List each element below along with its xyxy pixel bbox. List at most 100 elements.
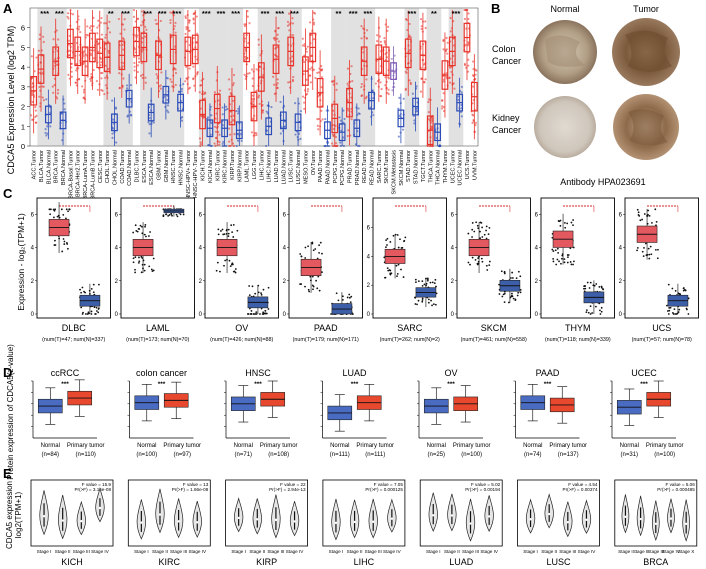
panel-d-sig: ***	[158, 381, 166, 388]
panel-e-stage-label: Stage II	[152, 549, 168, 554]
panel-a-point	[401, 128, 405, 131]
panel-c-plot: 0 2 4 6 OV (num(T)=426; num(N)=88)	[199, 197, 279, 343]
panel-a-point	[228, 140, 231, 143]
panel-e-stage-label: Stage II	[541, 549, 557, 554]
panel-d-plot: ccRCC *** Normal Primary tumor (n=84) (n=110)	[31, 368, 105, 458]
panel-c-point	[649, 245, 652, 248]
panel-c-point	[389, 273, 392, 276]
panel-a-ytick-label: 2	[21, 103, 25, 112]
panel-e-violin-median	[654, 522, 657, 525]
panel-a-point	[299, 137, 302, 141]
panel-c-ytick-label: 0	[451, 312, 455, 318]
panel-a-point	[306, 90, 309, 93]
panel-a-category-label: LGG.Tumor	[252, 150, 258, 179]
panel-c-point	[488, 264, 491, 267]
panel-a-point	[405, 68, 409, 71]
panel-a-significance-mark: ***	[40, 9, 49, 18]
panel-c-point	[148, 235, 150, 237]
panel-c-ytick-label: 0	[31, 312, 35, 318]
panel-a-significance-mark: ***	[261, 9, 270, 18]
panel-d-sig: ***	[447, 381, 455, 388]
panel-a-point	[44, 127, 47, 131]
panel-c-plot: 0 2 4 6 DLBC (num(T)=47; num(N)=337)	[31, 197, 111, 343]
panel-c-point	[666, 304, 668, 307]
panel-a-point	[460, 115, 463, 118]
panel-d-normal-label: Normal	[41, 443, 60, 449]
panel-a-point	[471, 74, 475, 77]
panel-a-point	[347, 84, 350, 87]
panel-a-point	[391, 89, 394, 92]
panel-a-point	[45, 98, 48, 101]
panel-a-point	[273, 92, 276, 95]
panel-d-plot: UCEC *** Normal Primary tumor (n=31) (n=100)	[610, 368, 684, 458]
panel-a-category-label: GBM.Tumor	[157, 150, 163, 180]
panel-a-category-label: COAD.Normal	[127, 150, 133, 186]
panel-c-ytick-label: 2	[619, 279, 623, 285]
panel-e-stage-label: Stage III	[365, 549, 382, 554]
panel-a-point	[364, 97, 367, 100]
panel-a-point	[277, 26, 280, 30]
panel-a-point	[31, 76, 34, 79]
panel-a-point	[30, 55, 33, 58]
panel-c-cancer-name: THYM	[565, 323, 591, 333]
panel-c-point	[95, 310, 98, 312]
panel-a-point	[314, 76, 317, 80]
panel-a-point	[144, 25, 147, 28]
panel-a-point	[63, 108, 66, 111]
panel-a-pair-band	[448, 8, 464, 146]
panel-c-point	[350, 295, 353, 298]
panel-a-point	[86, 25, 89, 28]
panel-a-point	[55, 29, 58, 32]
panel-c-point	[566, 222, 569, 225]
panel-a-point	[376, 34, 379, 37]
panel-c-point	[683, 288, 686, 291]
panel-c-ytick-label: 6	[199, 212, 203, 218]
panel-a-category-label: BRCA.Normal	[61, 150, 67, 185]
panel-e-violin-median	[684, 522, 688, 526]
panel-a-point	[303, 101, 306, 104]
panel-a-point	[177, 90, 181, 94]
panel-c-point	[668, 307, 671, 309]
panel-c-point	[591, 312, 594, 314]
panel-a-point	[133, 69, 136, 72]
panel-c-point	[566, 261, 569, 264]
panel-d-normal-label: Normal	[620, 443, 639, 449]
panel-c-point	[168, 214, 171, 216]
panel-a-point	[125, 84, 129, 87]
panel-c-point	[234, 268, 237, 270]
panel-d-title: OV	[444, 368, 457, 378]
panel-a-point	[243, 24, 247, 28]
panel-a-point	[119, 32, 122, 35]
panel-a-point	[283, 125, 287, 128]
panel-c-point	[80, 306, 83, 309]
panel-a-point	[185, 28, 188, 31]
panel-c-point	[481, 236, 484, 238]
panel-b-letter: B	[491, 1, 500, 16]
panel-a-category-label: HNSC.Normal	[179, 150, 185, 185]
panel-c-point	[648, 215, 651, 217]
panel-d-title: colon cancer	[136, 368, 187, 378]
panel-a-category-label: LUAD.Normal	[281, 150, 287, 185]
panel-c-point	[84, 313, 87, 315]
panel-c-point	[404, 236, 407, 239]
panel-c-point	[132, 257, 135, 260]
panel-c-point	[335, 292, 338, 295]
panel-a-category-label: LIHC.Tumor	[259, 150, 265, 180]
panel-a-point	[376, 40, 379, 43]
panel-a-point	[316, 71, 319, 74]
panel-a-point	[383, 36, 386, 40]
panel-a-point	[442, 92, 445, 95]
panel-c-point	[145, 235, 147, 238]
panel-a-ytick-label: 6	[21, 24, 25, 33]
panel-c-ytick-label: 2	[283, 279, 287, 285]
panel-c-point	[682, 287, 685, 290]
panel-a-point	[205, 117, 209, 120]
panel-a-point	[67, 39, 71, 42]
panel-a-point	[342, 109, 345, 112]
panel-c-point	[519, 275, 522, 278]
panel-c-point	[53, 216, 55, 219]
panel-c-point	[304, 285, 306, 288]
panel-a-point	[152, 121, 155, 124]
panel-e-stat: F value = 5.02	[471, 482, 501, 487]
panel-a-point	[413, 122, 416, 125]
